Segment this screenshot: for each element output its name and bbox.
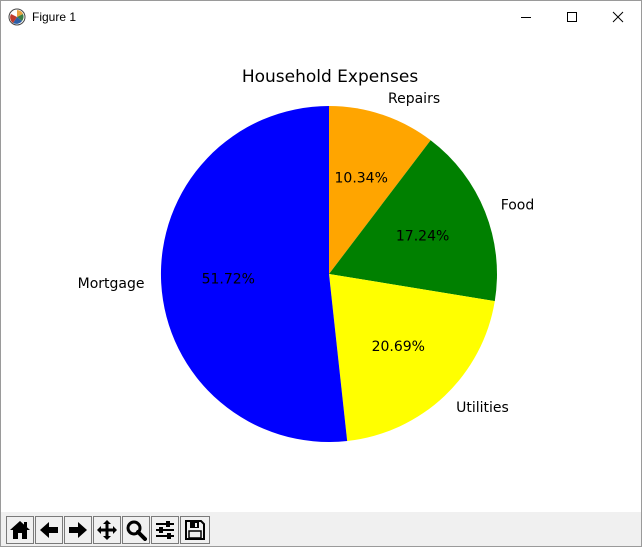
arrow-left-icon: [40, 522, 58, 538]
maximize-icon: [567, 11, 577, 22]
move-icon: [97, 520, 117, 540]
minimize-button[interactable]: [503, 1, 549, 32]
forward-button[interactable]: [64, 516, 92, 544]
chart-title: Household Expenses: [242, 67, 419, 87]
pct-label-food: 17.24%: [396, 229, 449, 245]
pan-button[interactable]: [93, 516, 121, 544]
pie-slice-mortgage: [160, 106, 348, 442]
pie-slice-repairs: [329, 106, 431, 274]
slice-label-utilities: Utilities: [456, 400, 509, 416]
slice-label-mortgage: Mortgage: [78, 276, 145, 292]
slice-label-repairs: Repairs: [388, 91, 440, 107]
save-button[interactable]: [180, 516, 210, 544]
maximize-button[interactable]: [549, 1, 595, 32]
minimize-icon: [521, 16, 531, 18]
pct-label-repairs: 10.34%: [335, 171, 388, 187]
floppy-disk-icon: [185, 520, 205, 540]
home-button[interactable]: [6, 516, 34, 544]
subplots-button[interactable]: [151, 516, 179, 544]
sliders-icon: [156, 521, 174, 539]
pie-chart: Household Expenses 10.34% Repairs 17.24% Fo…: [78, 67, 535, 442]
pie-slice-food: [329, 140, 497, 302]
close-button[interactable]: [595, 1, 641, 32]
arrow-right-icon: [69, 522, 87, 538]
pie-slice-utilities: [329, 274, 495, 442]
home-icon: [10, 521, 30, 539]
window-title: Figure 1: [32, 10, 77, 24]
zoom-button[interactable]: [122, 516, 150, 544]
title-bar[interactable]: Figure 1: [1, 1, 641, 32]
matplotlib-logo-icon: [8, 8, 26, 26]
figure-canvas[interactable]: Household Expenses 10.34% Repairs 17.24% Fo…: [1, 32, 641, 512]
pct-label-utilities: 20.69%: [372, 339, 425, 355]
magnifier-icon: [126, 520, 147, 541]
pct-label-mortgage: 51.72%: [202, 272, 255, 288]
close-icon: [612, 11, 624, 22]
back-button[interactable]: [35, 516, 63, 544]
navigation-toolbar: [1, 512, 641, 546]
slice-label-food: Food: [501, 198, 535, 214]
